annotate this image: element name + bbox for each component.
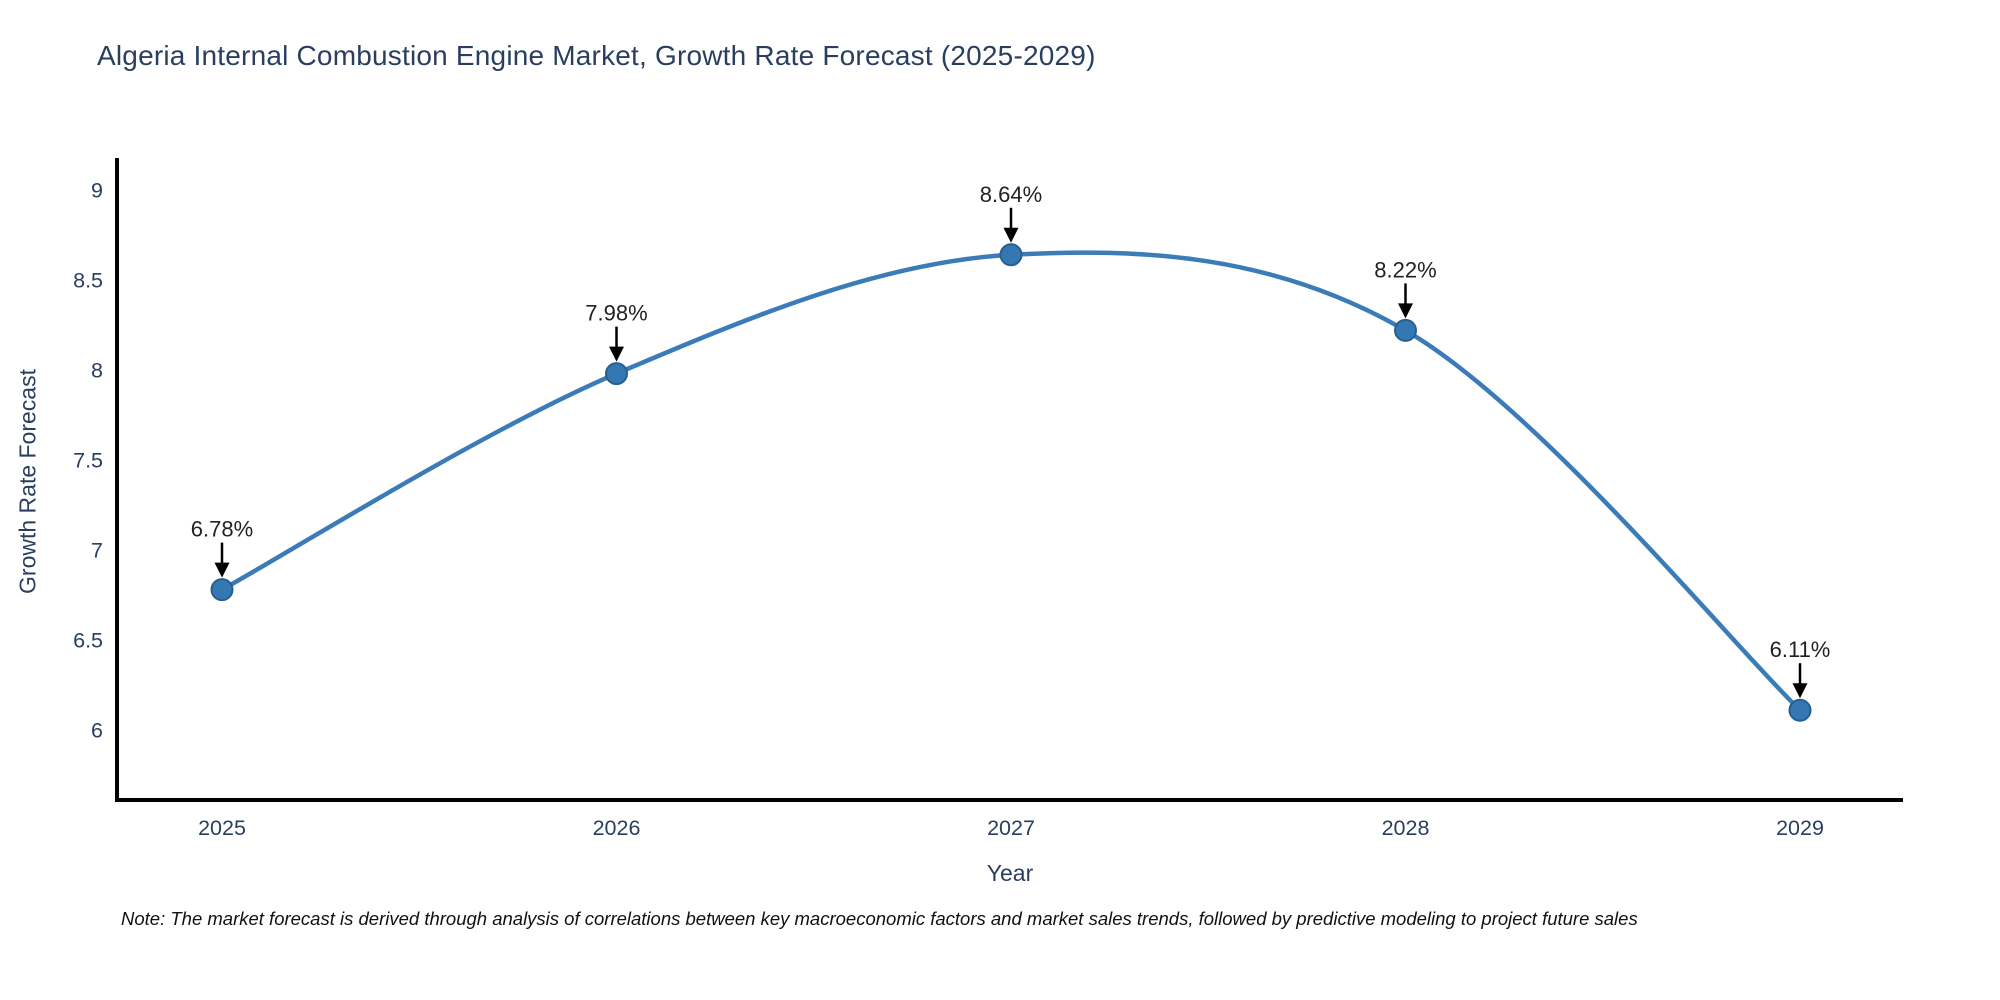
y-tick-label: 6.5 bbox=[73, 629, 103, 653]
point-value-label: 6.11% bbox=[1770, 637, 1831, 662]
y-tick-label: 8 bbox=[91, 359, 103, 383]
y-tick-label: 8.5 bbox=[73, 269, 103, 293]
data-point-marker bbox=[210, 578, 234, 602]
chart-title: Algeria Internal Combustion Engine Marke… bbox=[97, 40, 1096, 71]
x-tick-label: 2026 bbox=[593, 816, 641, 840]
x-tick-label: 2029 bbox=[1776, 816, 1824, 840]
data-point-marker bbox=[1394, 318, 1417, 342]
annotation-arrow-head bbox=[214, 562, 230, 578]
x-tick-label: 2027 bbox=[987, 816, 1035, 840]
annotation-arrow-head bbox=[1003, 227, 1019, 243]
point-value-label: 8.64% bbox=[980, 182, 1042, 207]
y-tick-label: 9 bbox=[91, 179, 103, 203]
data-point-marker bbox=[605, 362, 628, 386]
point-value-label: 6.78% bbox=[191, 517, 253, 542]
x-axis-title: Year bbox=[986, 860, 1034, 886]
growth-rate-line bbox=[219, 250, 1803, 713]
y-tick-label: 6 bbox=[91, 719, 103, 743]
point-value-label: 8.22% bbox=[1374, 257, 1436, 282]
point-value-label: 7.98% bbox=[585, 301, 647, 326]
annotation-arrow-head bbox=[1792, 683, 1808, 699]
x-tick-label: 2025 bbox=[198, 816, 246, 840]
footnote: Note: The market forecast is derived thr… bbox=[121, 908, 1638, 929]
y-tick-label: 7.5 bbox=[73, 449, 103, 473]
y-tick-label: 7 bbox=[91, 539, 103, 563]
annotation-arrow-head bbox=[1398, 303, 1413, 319]
data-point-marker bbox=[1788, 698, 1812, 722]
x-tick-label: 2028 bbox=[1382, 816, 1430, 840]
annotation-arrow-head bbox=[609, 346, 624, 362]
data-point-marker bbox=[999, 243, 1023, 267]
